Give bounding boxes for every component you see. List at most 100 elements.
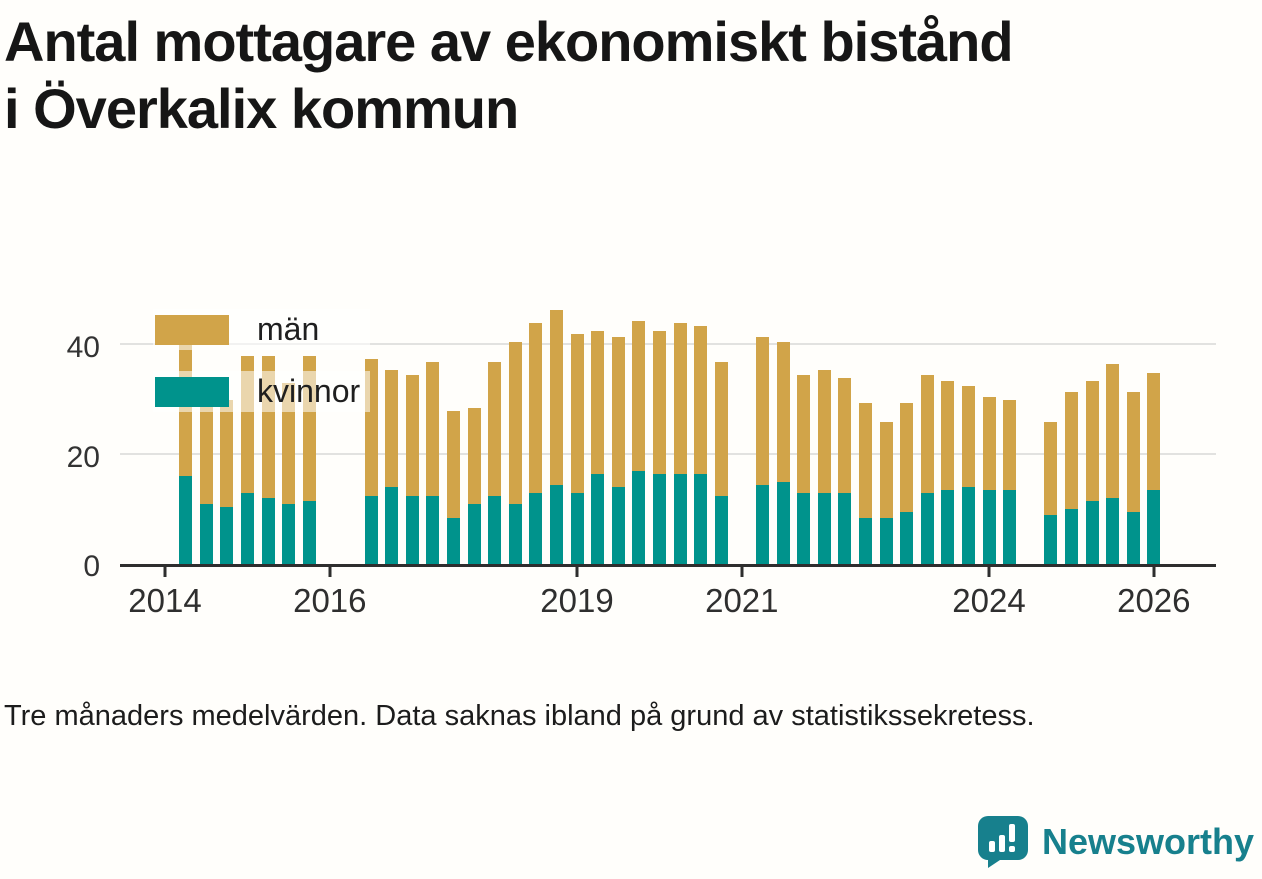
- bar-segment-man: [879, 421, 893, 518]
- x-axis-tick: [987, 567, 991, 577]
- x-tick-label: 2014: [128, 582, 202, 619]
- bar-segment-kvinnor: [199, 503, 213, 564]
- bar-segment-man: [694, 326, 708, 474]
- bar-segment-man: [776, 342, 790, 482]
- bar-segment-kvinnor: [508, 503, 522, 564]
- bar-segment-man: [982, 397, 996, 491]
- x-tick-label: 2021: [705, 582, 779, 619]
- bar-segment-man: [817, 369, 831, 493]
- bar-segment-kvinnor: [220, 506, 234, 564]
- bar-segment-kvinnor: [488, 495, 502, 564]
- bar-segment-man: [858, 402, 872, 518]
- y-tick-label: 40: [66, 331, 100, 365]
- chart-title-line1: Antal mottagare av ekonomiskt bistånd: [4, 10, 1014, 73]
- bar-segment-kvinnor: [858, 517, 872, 564]
- bar-segment-man: [900, 402, 914, 513]
- bar-segment-kvinnor: [591, 473, 605, 564]
- newsworthy-icon: [977, 816, 1028, 868]
- bar-segment-kvinnor: [1085, 501, 1099, 564]
- chart-title: Antal mottagare av ekonomiskt bistånd i …: [4, 8, 1014, 142]
- bar-segment-man: [714, 361, 728, 496]
- bar-segment-man: [1106, 364, 1120, 499]
- x-axis-tick: [328, 567, 332, 577]
- bar-segment-kvinnor: [982, 490, 996, 564]
- legend: män kvinnor: [153, 309, 371, 433]
- bar-segment-kvinnor: [179, 476, 193, 564]
- bar-segment-man: [1044, 421, 1058, 515]
- bar-segment-kvinnor: [302, 501, 316, 564]
- bar-segment-man: [961, 386, 975, 488]
- bar-segment-man: [755, 336, 769, 485]
- plot-area: [120, 300, 1216, 577]
- legend-item-man: män: [153, 309, 371, 350]
- y-axis-labels: 0 20 40: [28, 300, 100, 582]
- chart-title-line2: i Överkalix kommun: [4, 77, 519, 141]
- x-tick-label: 2026: [1117, 582, 1191, 619]
- bar-segment-kvinnor: [632, 471, 646, 564]
- bar-segment-kvinnor: [467, 503, 481, 564]
- bar-segment-man: [797, 375, 811, 493]
- bar-segment-kvinnor: [714, 495, 728, 564]
- legend-label-man: män: [257, 311, 320, 347]
- bar-segment-man: [1064, 391, 1078, 510]
- bar-segment-man: [1085, 380, 1099, 502]
- bar-segment-kvinnor: [549, 484, 563, 564]
- bar-segment-man: [920, 375, 934, 493]
- bar-segment-kvinnor: [240, 492, 254, 564]
- newsworthy-wordmark: Newsworthy: [1041, 821, 1254, 862]
- bar-segment-man: [632, 320, 646, 471]
- bar-segment-kvinnor: [694, 473, 708, 564]
- bar-segment-kvinnor: [817, 492, 831, 564]
- bar-segment-man: [591, 331, 605, 474]
- bar-segment-man: [1147, 372, 1161, 491]
- bar-segment-kvinnor: [570, 492, 584, 564]
- gridline: [120, 343, 1216, 346]
- x-tick-label: 2024: [952, 582, 1026, 619]
- bar-segment-man: [652, 331, 666, 474]
- bar-segment-man: [385, 369, 399, 488]
- y-tick-label: 20: [66, 440, 100, 474]
- bar-segment-kvinnor: [879, 517, 893, 564]
- bar-segment-kvinnor: [776, 481, 790, 564]
- bar-segment-man: [1126, 391, 1140, 513]
- x-axis-labels: 2014 2016 2019 2021 2024 2026: [120, 582, 1216, 624]
- bar-segment-kvinnor: [1106, 498, 1120, 564]
- bar-segment-man: [508, 342, 522, 504]
- bar-segment-kvinnor: [364, 495, 378, 564]
- bar-segment-man: [426, 361, 440, 496]
- bar-segment-kvinnor: [673, 473, 687, 564]
- bar-segment-kvinnor: [920, 492, 934, 564]
- bar-segment-kvinnor: [385, 487, 399, 564]
- bar-segment-man: [446, 410, 460, 518]
- bar-segment-man: [673, 323, 687, 474]
- bar-segment-man: [838, 377, 852, 493]
- bar-segment-kvinnor: [755, 484, 769, 564]
- x-axis-tick: [740, 567, 744, 577]
- bar-segment-kvinnor: [652, 473, 666, 564]
- bar-segment-man: [941, 380, 955, 491]
- bar-segment-kvinnor: [1064, 509, 1078, 564]
- bar-segment-kvinnor: [1147, 490, 1161, 564]
- bar-segment-kvinnor: [282, 503, 296, 564]
- x-axis-tick: [163, 567, 167, 577]
- bar-segment-kvinnor: [405, 495, 419, 564]
- bar-segment-man: [529, 323, 543, 493]
- legend-item-kvinnor: kvinnor: [153, 371, 371, 412]
- bar-segment-man: [549, 309, 563, 485]
- bar-segment-kvinnor: [1044, 514, 1058, 564]
- bar-segment-man: [282, 383, 296, 504]
- bar-segment-kvinnor: [941, 490, 955, 564]
- bar-segment-man: [570, 334, 584, 493]
- gridline: [120, 452, 1216, 455]
- y-tick-label: 0: [83, 550, 100, 583]
- chart-footnote: Tre månaders medelvärden. Data saknas ib…: [4, 700, 1035, 732]
- bar-segment-man: [199, 394, 213, 504]
- newsworthy-logo: Newsworthy: [977, 816, 1254, 868]
- bar-segment-kvinnor: [1126, 512, 1140, 564]
- bar-segment-man: [405, 375, 419, 496]
- bar-segment-kvinnor: [426, 495, 440, 564]
- x-axis-tick: [575, 567, 579, 577]
- bar-segment-man: [220, 399, 234, 507]
- bar-segment-kvinnor: [611, 487, 625, 564]
